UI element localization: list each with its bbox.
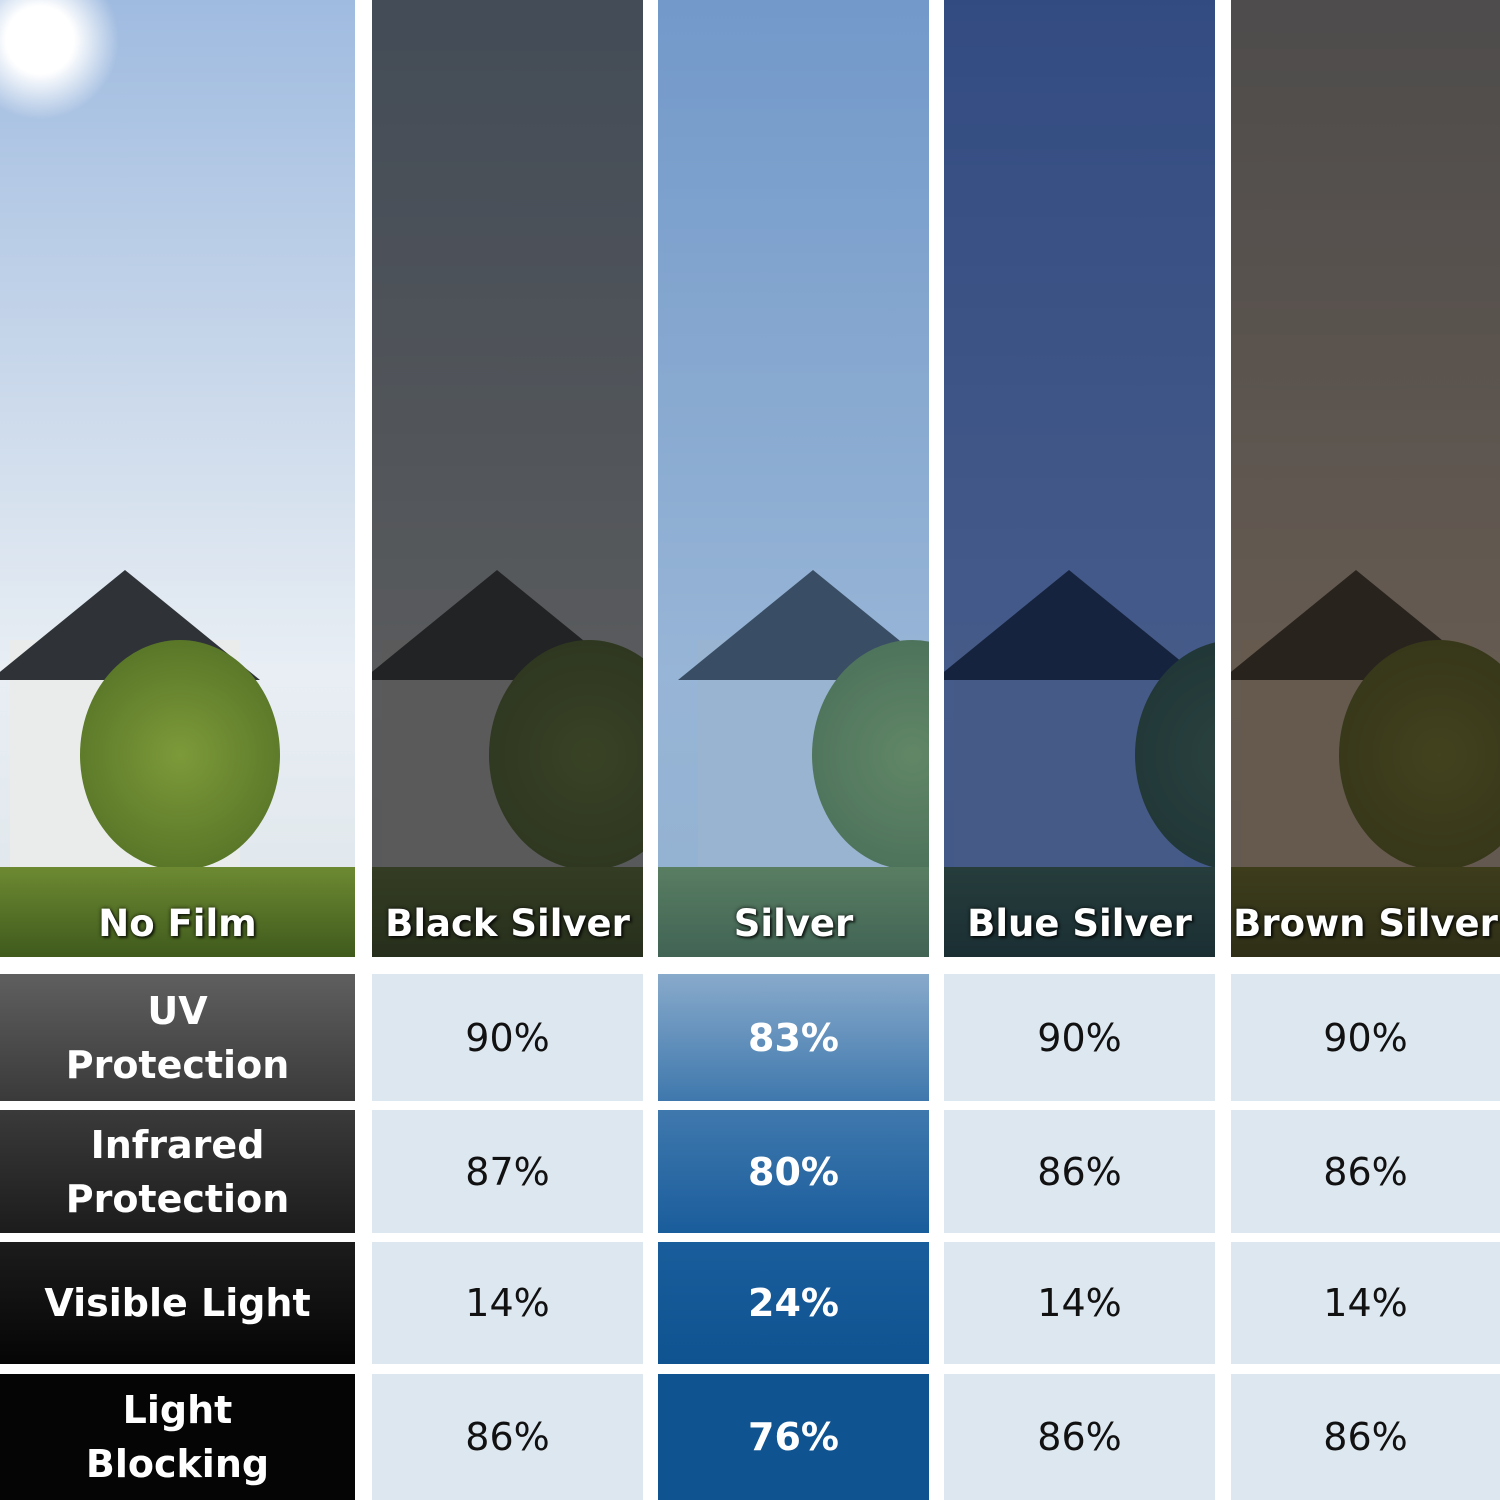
film-panel-3: Blue Silver	[944, 0, 1215, 957]
value-cell: 90%	[1231, 974, 1500, 1101]
value-cell: 86%	[1231, 1374, 1500, 1500]
value-cell: 76%	[658, 1374, 929, 1500]
value-cell: 14%	[944, 1242, 1215, 1364]
value-cell: 86%	[372, 1374, 643, 1500]
value-cell: 87%	[372, 1110, 643, 1233]
film-name: Brown Silver	[1233, 902, 1498, 945]
film-panel-1: Black Silver	[372, 0, 643, 957]
film-tint-overlay	[1231, 0, 1500, 957]
value-cell: 90%	[944, 974, 1215, 1101]
value-cell: 14%	[372, 1242, 643, 1364]
tree	[80, 640, 280, 870]
row-header: Infrared Protection	[0, 1110, 355, 1233]
row-header: Visible Light	[0, 1242, 355, 1364]
film-tint-overlay	[944, 0, 1215, 957]
film-name: Black Silver	[385, 902, 630, 945]
value-cell: 86%	[944, 1110, 1215, 1233]
film-name: No Film	[98, 902, 257, 945]
film-name: Blue Silver	[967, 902, 1192, 945]
value-cell: 14%	[1231, 1242, 1500, 1364]
film-panel-2: Silver	[658, 0, 929, 957]
value-cell: 83%	[658, 974, 929, 1101]
film-name: Silver	[733, 902, 854, 945]
film-panel-4: Brown Silver	[1231, 0, 1500, 957]
hedge	[0, 867, 355, 957]
row-header: Light Blocking	[0, 1374, 355, 1500]
film-panel-0: No Film	[0, 0, 355, 957]
value-cell: 90%	[372, 974, 643, 1101]
value-cell: 80%	[658, 1110, 929, 1233]
row-header: UV Protection	[0, 974, 355, 1101]
film-tint-overlay	[372, 0, 643, 957]
value-cell: 86%	[1231, 1110, 1500, 1233]
film-tint-overlay	[658, 0, 929, 957]
value-cell: 86%	[944, 1374, 1215, 1500]
value-cell: 24%	[658, 1242, 929, 1364]
